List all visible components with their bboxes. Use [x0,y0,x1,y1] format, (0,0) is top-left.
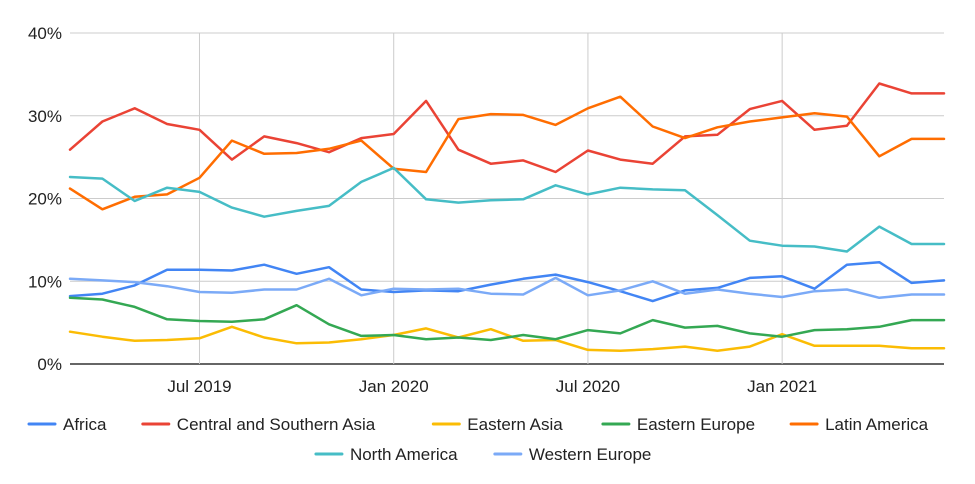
y-tick-label: 10% [28,272,62,291]
legend-label: Central and Southern Asia [177,415,376,434]
legend-label: Eastern Asia [467,415,563,434]
y-tick-label: 0% [37,355,62,374]
x-tick-label: Jan 2020 [359,377,429,396]
legend-label: Western Europe [529,445,652,464]
axes: 0% 10% 20% 30% 40% Jul 2019 Jan 2020 Jul 2020 Ja… [28,24,817,396]
legend-item-eastern-asia[interactable]: Eastern Asia [431,415,563,434]
legend-item-latin-america[interactable]: Latin America [789,415,929,434]
legend-item-eastern-europe[interactable]: Eastern Europe [601,415,755,434]
series-line-latin-america[interactable] [68,95,946,211]
legend-item-africa[interactable]: Africa [27,415,107,434]
legend-item-north-america[interactable]: North America [314,445,458,464]
legend-label: Latin America [825,415,929,434]
x-tick-label: Jul 2019 [167,377,231,396]
legend: Africa Central and Southern Asia Eastern A… [27,415,929,464]
series-line-central-and-southern-asia[interactable] [68,82,946,174]
series-line-western-europe[interactable] [68,276,946,300]
x-tick-label: Jan 2021 [747,377,817,396]
y-tick-label: 30% [28,107,62,126]
legend-label: North America [350,445,458,464]
legend-item-western-europe[interactable]: Western Europe [493,445,652,464]
y-tick-label: 40% [28,24,62,43]
x-tick-label: Jul 2020 [556,377,620,396]
series-line-eastern-asia[interactable] [68,325,946,353]
legend-label: Eastern Europe [637,415,755,434]
y-tick-label: 20% [28,190,62,209]
series-line-eastern-europe[interactable] [68,296,946,342]
legend-item-central-and-southern-asia[interactable]: Central and Southern Asia [141,415,376,434]
series-line-africa[interactable] [68,260,946,303]
series-line-north-america[interactable] [68,166,946,253]
legend-label: Africa [63,415,107,434]
series-lines [68,82,946,353]
